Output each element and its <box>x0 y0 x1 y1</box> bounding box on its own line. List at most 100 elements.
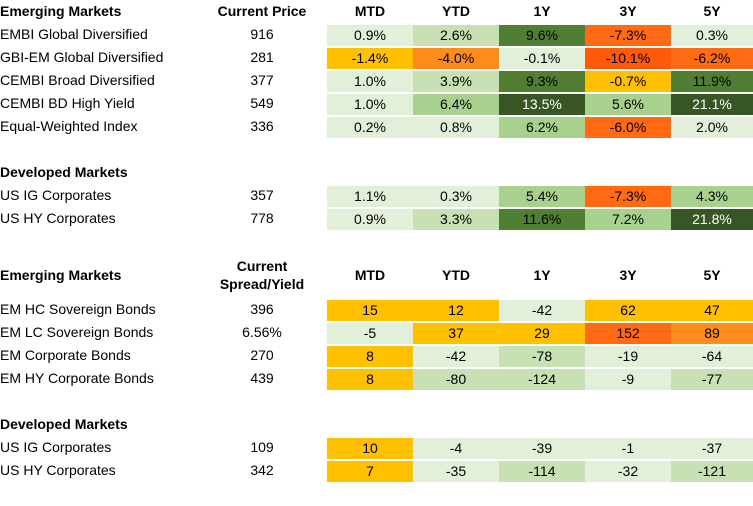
col-5y: 5Y <box>703 3 721 19</box>
table-row: EMBI Global Diversified 916 0.9% 2.6% 9.… <box>0 23 753 46</box>
cell-1y: -78 <box>499 345 585 367</box>
cell-3y: -19 <box>585 345 671 367</box>
table-row: US IG Corporates 109 10 -4 -39 -1 -37 <box>0 436 753 459</box>
section3-header-row: Emerging Markets Current Spread/Yield MT… <box>0 252 753 298</box>
col-3y: 3Y <box>619 267 637 283</box>
cell-mtd: 8 <box>327 368 413 390</box>
cell-1y: -124 <box>499 368 585 390</box>
cell-5y: 89 <box>671 322 753 344</box>
row-label: US HY Corporates <box>0 210 116 226</box>
cell-5y: 21.8% <box>671 208 753 230</box>
cell-1y: 11.6% <box>499 208 585 230</box>
row-spread: 109 <box>250 439 274 455</box>
cell-mtd: 0.9% <box>327 24 413 46</box>
section4-header-row: Developed Markets <box>0 413 753 436</box>
cell-mtd: 1.1% <box>327 185 413 207</box>
cell-ytd: -80 <box>413 368 499 390</box>
cell-1y: 9.6% <box>499 24 585 46</box>
table-row: US HY Corporates 342 7 -35 -114 -32 -121 <box>0 459 753 482</box>
cell-5y: -77 <box>671 368 753 390</box>
table-row: Equal-Weighted Index 336 0.2% 0.8% 6.2% … <box>0 115 753 138</box>
cell-ytd: 3.9% <box>413 70 499 92</box>
cell-1y: -42 <box>499 299 585 321</box>
row-spread: 6.56% <box>242 324 282 340</box>
cell-3y: -7.3% <box>585 24 671 46</box>
row-label: GBI-EM Global Diversified <box>0 49 164 65</box>
cell-5y: 4.3% <box>671 185 753 207</box>
row-label: EM LC Sovereign Bonds <box>0 324 154 340</box>
cell-5y: 0.3% <box>671 24 753 46</box>
table-row: EM Corporate Bonds 270 8 -42 -78 -19 -64 <box>0 344 753 367</box>
row-label: Equal-Weighted Index <box>0 118 138 134</box>
cell-ytd: 6.4% <box>413 93 499 115</box>
cell-ytd: -35 <box>413 460 499 482</box>
cell-3y: -32 <box>585 460 671 482</box>
cell-ytd: 37 <box>413 322 499 344</box>
cell-5y: -37 <box>671 437 753 459</box>
cell-3y: -0.7% <box>585 70 671 92</box>
row-price: 778 <box>250 210 274 226</box>
row-price: 377 <box>250 72 274 88</box>
cell-mtd: 7 <box>327 460 413 482</box>
row-price: 916 <box>250 26 274 42</box>
section3-title: Emerging Markets <box>0 267 122 283</box>
cell-3y: -1 <box>585 437 671 459</box>
row-label: EMBI Global Diversified <box>0 26 148 42</box>
col-current-spread: Current Spread/Yield <box>219 258 305 292</box>
cell-mtd: 15 <box>327 299 413 321</box>
row-spread: 439 <box>250 370 274 386</box>
cell-ytd: 2.6% <box>413 24 499 46</box>
table-row: CEMBI BD High Yield 549 1.0% 6.4% 13.5% … <box>0 92 753 115</box>
row-price: 336 <box>250 118 274 134</box>
cell-ytd: -4.0% <box>413 47 499 69</box>
cell-1y: -114 <box>499 460 585 482</box>
table-row: US HY Corporates 778 0.9% 3.3% 11.6% 7.2… <box>0 207 753 230</box>
cell-1y: 13.5% <box>499 93 585 115</box>
cell-ytd: 12 <box>413 299 499 321</box>
col-ytd: YTD <box>442 267 470 283</box>
col-mtd: MTD <box>354 267 386 283</box>
row-label: CEMBI BD High Yield <box>0 95 135 111</box>
cell-ytd: 0.3% <box>413 185 499 207</box>
cell-mtd: 1.0% <box>327 93 413 115</box>
cell-1y: 5.4% <box>499 185 585 207</box>
cell-1y: 6.2% <box>499 116 585 138</box>
cell-mtd: 8 <box>327 345 413 367</box>
cell-3y: 152 <box>585 322 671 344</box>
row-label: EM Corporate Bonds <box>0 347 131 363</box>
cell-3y: -6.0% <box>585 116 671 138</box>
table-row: CEMBI Broad Diversified 377 1.0% 3.9% 9.… <box>0 69 753 92</box>
cell-1y: -0.1% <box>499 47 585 69</box>
row-spread: 396 <box>250 301 274 317</box>
col-1y: 1Y <box>533 3 551 19</box>
cell-5y: -121 <box>671 460 753 482</box>
row-price: 281 <box>250 49 274 65</box>
row-label: EM HY Corporate Bonds <box>0 370 154 386</box>
cell-ytd: 3.3% <box>413 208 499 230</box>
col-ytd: YTD <box>442 3 470 19</box>
row-spread: 342 <box>250 462 274 478</box>
cell-5y: 11.9% <box>671 70 753 92</box>
cell-5y: 2.0% <box>671 116 753 138</box>
cell-3y: -9 <box>585 368 671 390</box>
table-row: US IG Corporates 357 1.1% 0.3% 5.4% -7.3… <box>0 184 753 207</box>
cell-mtd: -5 <box>327 322 413 344</box>
row-price: 357 <box>250 187 274 203</box>
table-row: EM HC Sovereign Bonds 396 15 12 -42 62 4… <box>0 298 753 321</box>
col-1y: 1Y <box>533 267 551 283</box>
cell-mtd: 0.2% <box>327 116 413 138</box>
col-mtd: MTD <box>354 3 386 19</box>
cell-ytd: 0.8% <box>413 116 499 138</box>
cell-3y: 62 <box>585 299 671 321</box>
section2-header-row: Developed Markets <box>0 161 753 184</box>
cell-5y: 47 <box>671 299 753 321</box>
row-spread: 270 <box>250 347 274 363</box>
cell-1y: 29 <box>499 322 585 344</box>
row-label: EM HC Sovereign Bonds <box>0 301 156 317</box>
row-price: 549 <box>250 95 274 111</box>
table-row: EM LC Sovereign Bonds 6.56% -5 37 29 152… <box>0 321 753 344</box>
cell-5y: -6.2% <box>671 47 753 69</box>
cell-ytd: -4 <box>413 437 499 459</box>
row-label: US IG Corporates <box>0 187 112 203</box>
cell-mtd: 1.0% <box>327 70 413 92</box>
